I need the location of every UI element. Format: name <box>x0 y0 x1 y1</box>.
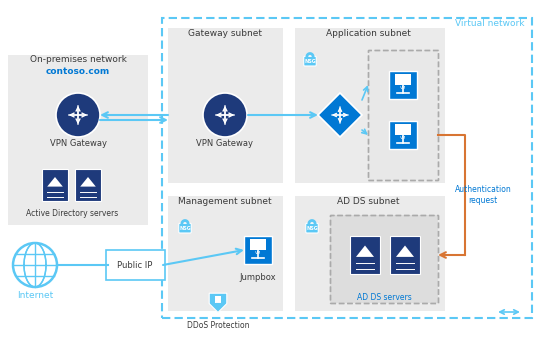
Bar <box>250 239 266 250</box>
FancyBboxPatch shape <box>179 223 191 233</box>
FancyBboxPatch shape <box>306 223 318 233</box>
FancyBboxPatch shape <box>389 71 417 99</box>
Text: NSG: NSG <box>304 59 316 64</box>
Text: Jumpbox: Jumpbox <box>240 274 277 283</box>
Text: VPN Gateway: VPN Gateway <box>49 139 107 148</box>
Text: VM: VM <box>400 87 406 90</box>
FancyBboxPatch shape <box>304 56 316 66</box>
Polygon shape <box>47 177 63 187</box>
Text: NSG: NSG <box>306 225 318 230</box>
Bar <box>168 28 283 183</box>
Text: Internet: Internet <box>17 290 53 299</box>
Polygon shape <box>209 293 227 312</box>
Text: DDoS Protection: DDoS Protection <box>187 321 249 330</box>
Polygon shape <box>356 246 374 257</box>
Bar <box>394 124 412 135</box>
Text: VPN Gateway: VPN Gateway <box>196 139 253 148</box>
Bar <box>295 196 445 311</box>
Text: contoso.com: contoso.com <box>46 67 110 76</box>
Bar <box>368 50 438 180</box>
Text: NSG: NSG <box>179 225 191 230</box>
Bar <box>162 18 532 318</box>
Bar <box>330 215 438 303</box>
Text: Active Directory servers: Active Directory servers <box>26 209 118 218</box>
FancyBboxPatch shape <box>75 169 101 201</box>
Circle shape <box>203 93 247 137</box>
Text: AD DS subnet: AD DS subnet <box>337 197 399 206</box>
FancyBboxPatch shape <box>350 236 380 274</box>
Polygon shape <box>396 246 414 257</box>
Bar <box>368 50 438 180</box>
Text: VM: VM <box>400 136 406 140</box>
Bar <box>295 28 445 183</box>
Polygon shape <box>80 177 96 187</box>
Text: Application subnet: Application subnet <box>325 29 410 38</box>
Bar <box>8 55 148 225</box>
FancyBboxPatch shape <box>106 250 165 280</box>
Bar <box>330 215 438 303</box>
Text: AD DS servers: AD DS servers <box>357 294 412 303</box>
FancyBboxPatch shape <box>390 236 420 274</box>
FancyBboxPatch shape <box>389 121 417 149</box>
Text: Gateway subnet: Gateway subnet <box>188 29 262 38</box>
Text: Virtual network: Virtual network <box>455 19 525 28</box>
FancyBboxPatch shape <box>42 169 68 201</box>
Bar <box>330 215 438 303</box>
Text: Public IP: Public IP <box>117 261 153 270</box>
FancyBboxPatch shape <box>244 236 272 264</box>
Bar <box>368 50 438 180</box>
Text: Management subnet: Management subnet <box>178 197 272 206</box>
Text: On-premises network: On-premises network <box>30 56 126 65</box>
Text: VM: VM <box>255 251 261 255</box>
Text: Authentication
request: Authentication request <box>455 185 512 205</box>
Circle shape <box>56 93 100 137</box>
Polygon shape <box>318 93 362 137</box>
Bar <box>168 196 283 311</box>
Bar <box>215 297 221 303</box>
Bar <box>394 74 412 85</box>
